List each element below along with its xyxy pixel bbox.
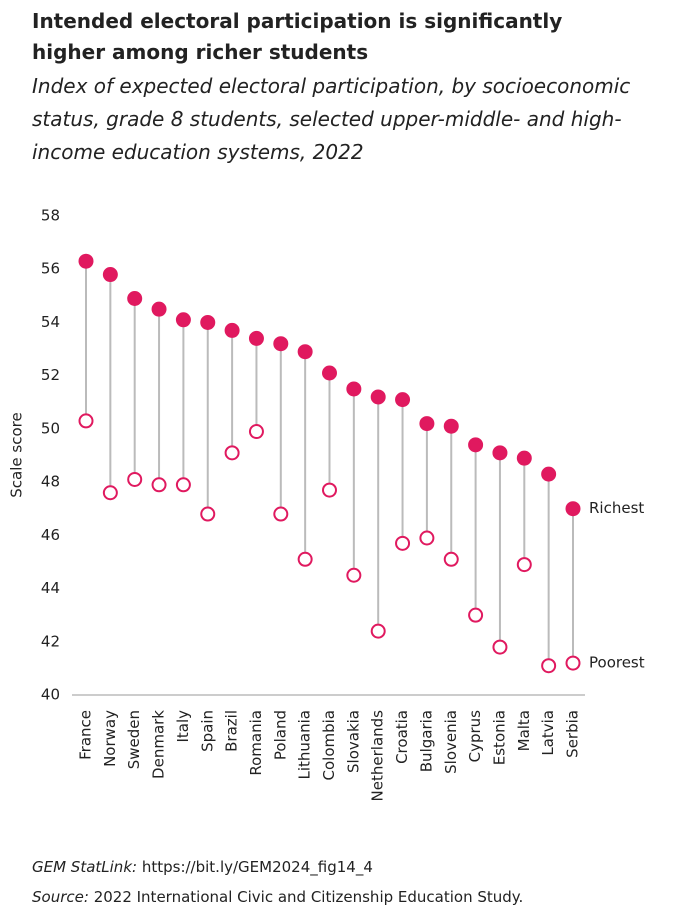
x-tick-label: Estonia [490,710,508,765]
dot [468,607,484,623]
x-tick-label: Colombia [320,710,338,781]
dot [419,530,435,546]
dot [395,392,411,408]
dot [175,312,191,328]
source-text: 2022 International Civic and Citizenship… [93,888,524,906]
source-label: Source: [32,888,89,906]
y-tick-label: 48 [41,473,60,491]
dot [151,301,167,317]
dot [370,623,386,639]
dot [565,655,581,671]
x-tick-label: Spain [198,710,216,752]
dot [297,344,313,360]
dot [127,471,143,487]
x-tick-label: Romania [247,710,265,776]
x-tick-label: Slovakia [344,710,362,773]
dot [102,267,118,283]
x-tick-label: Netherlands [369,710,387,802]
dot [419,416,435,432]
dot [492,639,508,655]
dot [224,322,240,338]
x-tick-label: Cyprus [466,710,484,763]
y-tick-label: 42 [41,632,60,650]
statlink: GEM StatLink: https://bit.ly/GEM2024_fig… [32,858,373,876]
chart-title: Intended electoral participation is sign… [32,9,563,64]
x-tick-label: Italy [174,710,192,743]
dot [102,485,118,501]
y-tick-label: 56 [41,260,60,278]
statlink-label: GEM StatLink: [32,858,138,876]
source: Source: 2022 International Civic and Cit… [32,888,523,906]
y-tick-label: 52 [41,366,60,384]
dot [443,418,459,434]
dot [248,330,264,346]
x-tick-label: Norway [101,710,119,767]
x-tick-label: Sweden [125,710,143,769]
dot [78,253,94,269]
x-tick-label: Malta [515,710,533,751]
x-tick-label: France [77,710,95,760]
x-tick-label: Bulgaria [417,710,435,772]
legend-label: Poorest [589,654,645,672]
x-tick-label: Denmark [150,710,168,779]
dot [200,506,216,522]
y-tick-label: 40 [41,686,60,704]
dot [565,501,581,517]
y-tick-label: 44 [41,579,60,597]
dot [248,424,264,440]
x-tick-label: Croatia [393,710,411,764]
dot [322,365,337,381]
legend-label: Richest [589,499,644,517]
y-tick-label: 50 [41,419,60,437]
dot [127,290,143,306]
dot [224,445,240,461]
dot [346,567,362,583]
dot [443,551,459,567]
dot [516,450,532,466]
dot [175,477,191,493]
dot [322,482,337,498]
dot [346,381,362,397]
dot [297,551,313,567]
x-tick-label: Serbia [564,710,582,758]
y-tick-label: 58 [41,207,60,225]
y-tick-label: 46 [41,526,60,544]
dot [370,389,386,405]
dot [273,506,289,522]
dot [273,336,289,352]
dot [541,658,557,674]
dot [516,557,532,573]
x-tick-label: Latvia [539,710,557,756]
x-tick-label: Slovenia [442,710,460,774]
dot [492,445,508,461]
dot [395,535,411,551]
x-tick-label: Brazil [223,710,241,752]
dot [468,437,484,453]
dot [541,466,557,482]
dot [200,314,216,330]
statlink-url: https://bit.ly/GEM2024_fig14_4 [141,858,373,876]
x-tick-label: Poland [271,710,289,760]
y-axis-title: Scale score [8,412,26,497]
y-tick-label: 54 [41,313,60,331]
dot [78,413,94,429]
x-tick-label: Lithuania [296,710,314,779]
dot [151,477,167,493]
chart-subtitle: Index of expected electoral participatio… [32,74,631,164]
